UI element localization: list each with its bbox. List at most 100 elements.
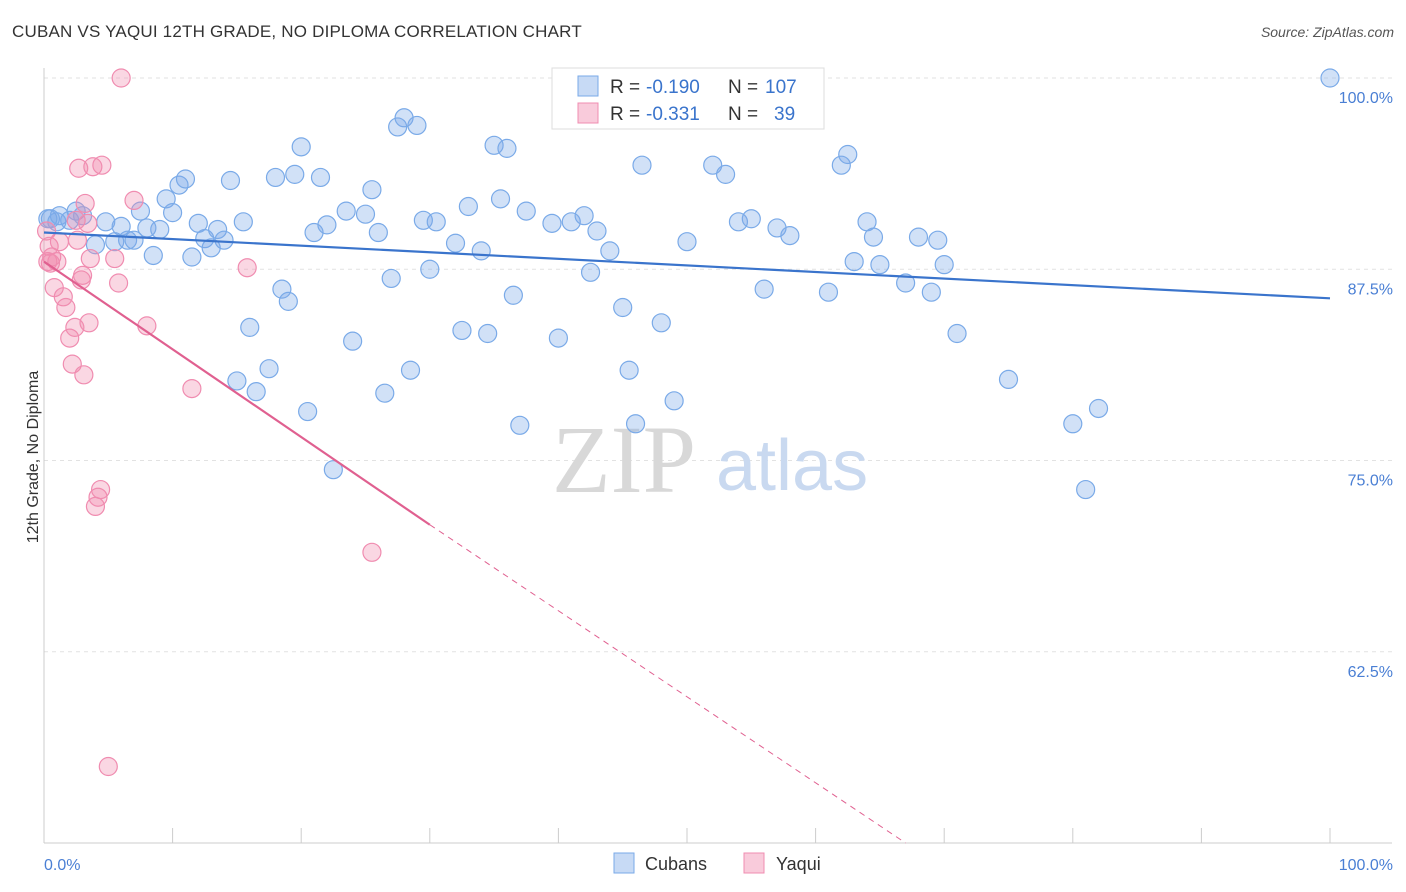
legend-r-value-cubans: -0.190: [646, 77, 700, 98]
bottom-legend-label-yaqui: Yaqui: [776, 854, 821, 874]
legend-r-label-cubans: R =: [610, 77, 640, 98]
point-cubans-104: [1076, 479, 1096, 500]
point-cubans-37: [291, 137, 311, 157]
point-cubans-32: [259, 359, 279, 379]
point-yaqui-26: [90, 479, 111, 500]
point-yaqui-36: [362, 542, 382, 562]
bottom-legend-swatch-cubans: [613, 852, 635, 874]
point-cubans-33: [265, 167, 286, 188]
point-cubans-67: [516, 201, 536, 221]
legend-n-value-yaqui: 39: [774, 104, 795, 125]
point-cubans-92: [844, 252, 864, 272]
chart-title: CUBAN VS YAQUI 12TH GRADE, NO DIPLOMA CO…: [12, 22, 582, 41]
chart-source: Source: ZipAtlas.com: [1260, 24, 1394, 40]
y-tick-label-0: 100.0%: [1339, 90, 1393, 107]
series-yaqui: [36, 68, 382, 777]
point-cubans-56: [426, 212, 446, 232]
point-cubans-100: [934, 255, 954, 275]
point-cubans-95: [870, 255, 890, 275]
watermark: ZIP atlas: [552, 406, 868, 513]
point-cubans-15: [143, 245, 163, 266]
point-cubans-106: [1320, 68, 1340, 88]
point-cubans-28: [227, 371, 247, 391]
point-cubans-75: [613, 297, 633, 318]
point-cubans-81: [677, 232, 697, 252]
point-yaqui-18: [74, 365, 94, 385]
point-yaqui-28: [98, 756, 118, 777]
legend-n-label-yaqui: N =: [728, 104, 758, 125]
point-cubans-77: [625, 414, 646, 434]
x-tick-labels: 0.0% 100.0%: [44, 857, 1393, 874]
point-cubans-105: [1088, 398, 1109, 419]
series-cubans: [38, 68, 1340, 500]
point-cubans-71: [574, 206, 594, 226]
x-tick-label-0: 0.0%: [44, 857, 80, 874]
point-cubans-83: [715, 164, 736, 184]
point-yaqui-0: [36, 221, 57, 241]
trend-line-cubans: [43, 231, 1331, 300]
point-yaqui-27: [92, 155, 112, 175]
point-cubans-69: [548, 328, 569, 348]
point-cubans-26: [214, 230, 234, 250]
point-cubans-29: [233, 212, 253, 232]
point-cubans-55: [420, 259, 440, 279]
point-yaqui-34: [182, 378, 202, 399]
point-yaqui-14: [67, 230, 88, 250]
point-yaqui-6: [47, 252, 67, 272]
point-cubans-18: [163, 203, 183, 223]
point-cubans-12: [124, 230, 144, 250]
point-cubans-20: [175, 169, 196, 189]
point-cubans-103: [1063, 414, 1083, 434]
point-cubans-57: [445, 233, 466, 253]
point-cubans-61: [478, 323, 498, 344]
point-yaqui-3: [40, 253, 61, 273]
legend-swatch-cubans: [577, 75, 599, 97]
point-cubans-34: [272, 279, 292, 299]
bottom-legend-swatch-yaqui: [743, 852, 765, 874]
bottom-legend-label-cubans: Cubans: [645, 854, 707, 874]
point-cubans-35: [278, 291, 298, 311]
point-cubans-38: [298, 401, 318, 422]
point-cubans-91: [838, 144, 858, 165]
point-cubans-30: [240, 317, 260, 337]
x-tick-label-1: 100.0%: [1339, 857, 1393, 874]
point-cubans-27: [220, 170, 241, 191]
point-cubans-31: [246, 382, 266, 402]
y-tick-labels: 100.0% 87.5% 75.0% 62.5%: [1339, 90, 1393, 681]
point-cubans-25: [208, 219, 228, 240]
watermark-atlas: atlas: [716, 426, 868, 506]
point-cubans-99: [928, 230, 948, 250]
point-yaqui-12: [65, 317, 85, 337]
point-cubans-72: [580, 262, 601, 282]
point-cubans-48: [375, 383, 395, 403]
point-cubans-42: [323, 460, 343, 480]
trend-line-yaqui: [43, 260, 431, 526]
point-cubans-89: [818, 282, 839, 302]
point-cubans-86: [754, 279, 774, 299]
point-cubans-58: [452, 320, 472, 341]
point-yaqui-17: [72, 265, 93, 285]
point-yaqui-15: [69, 158, 89, 178]
point-yaqui-30: [108, 273, 129, 293]
point-yaqui-10: [60, 328, 80, 348]
point-cubans-68: [542, 213, 562, 233]
legend: R = -0.190 N = 107 R = -0.331 N = 39: [551, 67, 825, 130]
point-cubans-96: [896, 273, 916, 293]
legend-n-label-cubans: N =: [728, 77, 758, 98]
point-cubans-45: [355, 204, 376, 224]
y-axis-title: 12th Grade, No Diploma: [25, 371, 42, 544]
y-tick-label-3: 62.5%: [1348, 664, 1393, 681]
point-cubans-88: [780, 225, 800, 246]
point-cubans-52: [400, 360, 421, 380]
point-yaqui-21: [79, 313, 99, 333]
point-cubans-98: [921, 282, 941, 302]
legend-r-label-yaqui: R =: [610, 104, 640, 125]
point-cubans-13: [130, 201, 151, 221]
point-yaqui-7: [49, 232, 70, 252]
watermark-zip: ZIP: [552, 406, 696, 513]
bottom-legend: Cubans Yaqui: [613, 852, 821, 874]
point-cubans-53: [407, 115, 427, 136]
point-cubans-41: [317, 215, 337, 235]
point-cubans-46: [362, 180, 382, 200]
